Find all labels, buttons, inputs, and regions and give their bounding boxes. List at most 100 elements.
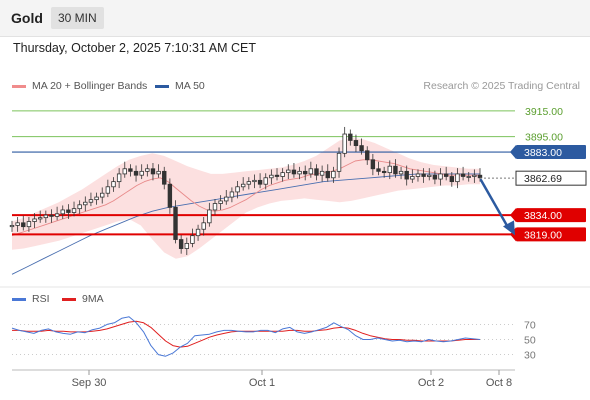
rsi-tick-70: 70 — [524, 319, 536, 331]
bollinger-band — [12, 137, 480, 259]
candle — [128, 164, 133, 177]
candle — [319, 165, 325, 182]
ma20-line — [11, 159, 480, 237]
candle-body-up — [184, 242, 189, 249]
candle — [398, 166, 404, 180]
candle — [26, 217, 32, 232]
x-tick-label: Oct 2 — [418, 377, 444, 389]
candle-body-up — [240, 183, 246, 188]
candle — [443, 166, 449, 181]
candle — [325, 164, 330, 182]
candle-body-up — [207, 209, 212, 224]
price-chart[interactable]: 3915.00 3895.00 3883.00 3834.00 3819.00 3862.… — [0, 106, 590, 288]
last-price-label: 3862.69 — [524, 173, 562, 185]
rsi-tick-50: 50 — [524, 335, 536, 347]
candle — [145, 164, 150, 177]
candle — [83, 196, 88, 212]
candle-body-up — [218, 200, 223, 204]
candle-body-up — [145, 168, 150, 172]
rsi-tick-30: 30 — [524, 350, 536, 362]
candle — [393, 159, 398, 178]
legend-9ma: 9MA — [62, 293, 104, 305]
timeframe-badge[interactable]: 30 MIN — [51, 7, 104, 29]
candle — [167, 178, 173, 214]
rsi-chart[interactable]: 70 50 30 — [11, 316, 536, 362]
candle — [195, 224, 201, 241]
candle — [472, 169, 477, 183]
candle-body-down — [167, 183, 173, 208]
candle — [269, 169, 274, 185]
candle-body-down — [21, 222, 26, 228]
candle-body-up — [116, 173, 122, 183]
legend-rsi-swatch — [12, 297, 26, 301]
candle — [139, 164, 144, 180]
candle — [359, 138, 364, 155]
candle-body-up — [342, 133, 347, 154]
candle — [156, 164, 161, 178]
candle — [370, 153, 376, 176]
candle-body-up — [466, 176, 471, 178]
candle — [173, 200, 178, 244]
candle-body-down — [370, 159, 376, 170]
candle-body-up — [252, 179, 257, 183]
candle-body-up — [455, 173, 460, 183]
level-badge-3883.00 — [516, 145, 586, 160]
candle-body-down — [178, 239, 184, 249]
candle-body-up — [269, 174, 274, 179]
candle-body-down — [291, 169, 297, 175]
research-credit: Research © 2025 Trading Central — [423, 80, 580, 92]
candle-body-up — [212, 203, 218, 211]
candle-body-up — [190, 235, 195, 244]
candle-body-down — [257, 179, 263, 185]
candle-body-up — [37, 217, 43, 220]
ma50-line — [11, 173, 480, 275]
candle-body-up — [387, 165, 392, 174]
forecast-arrow-head — [503, 220, 515, 236]
level-label-3915.00: 3915.00 — [525, 106, 563, 118]
candle-body-down — [359, 145, 364, 152]
candle — [353, 134, 359, 153]
legend-ma50-label: MA 50 — [175, 80, 205, 92]
candle — [342, 126, 347, 158]
candle-body-down — [376, 168, 381, 172]
candle-body-down — [404, 170, 409, 180]
candle — [308, 161, 314, 178]
candle — [32, 213, 37, 228]
rsi-9ma-line — [12, 320, 480, 348]
legend-ma20-label: MA 20 + Bollinger Bands — [32, 80, 148, 92]
level-badge-3819.00 — [516, 227, 586, 242]
candle-body-up — [410, 176, 415, 180]
candle-body-down — [432, 174, 438, 180]
candle — [100, 187, 105, 204]
candle-body-up — [398, 170, 404, 175]
candle-body-down — [348, 133, 353, 141]
candle — [88, 192, 94, 207]
candle-body-up — [122, 168, 127, 175]
candle — [460, 166, 466, 181]
candle — [37, 210, 43, 223]
legend-9ma-label: 9MA — [82, 293, 104, 305]
candle-body-down — [66, 209, 71, 213]
legend-ma50-swatch — [155, 84, 169, 88]
candle-body-up — [111, 181, 116, 188]
candle-body-up — [286, 169, 291, 174]
candle-body-up — [235, 186, 240, 193]
candle-body-up — [26, 221, 32, 228]
candle — [432, 170, 438, 185]
candle — [60, 205, 65, 219]
candle — [178, 235, 184, 254]
candle-body-down — [449, 176, 455, 183]
candle-body-up — [60, 209, 65, 215]
header-bar: Gold 30 MIN — [0, 0, 590, 37]
candle-body-up — [195, 228, 201, 237]
forecast-arrow-shaft — [479, 178, 510, 229]
level-badge-pointer — [510, 208, 516, 223]
candle — [9, 220, 15, 232]
candle — [280, 168, 285, 182]
candle-body-down — [173, 206, 178, 240]
candle — [190, 228, 195, 248]
x-tick-label: Oct 1 — [249, 377, 275, 389]
candle — [348, 129, 353, 146]
candle-body-up — [246, 181, 252, 185]
